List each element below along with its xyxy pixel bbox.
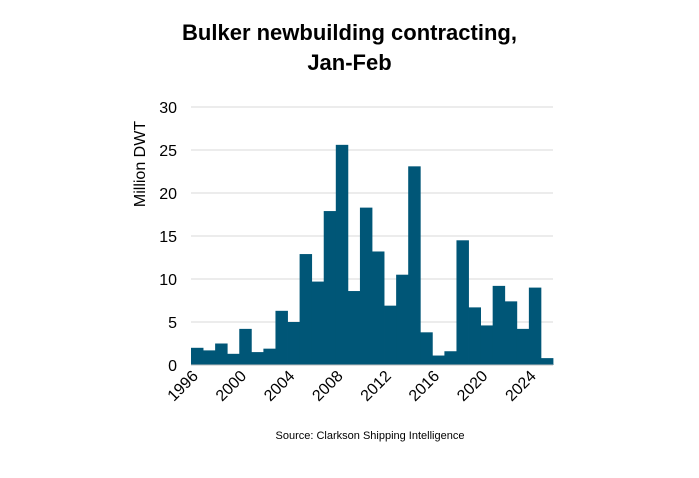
x-tick-labels: 1996 2000 2004 2008 2012 2016 2020 2024 <box>165 368 540 405</box>
bar-2019 <box>468 307 481 365</box>
bar-1996 <box>191 347 204 365</box>
bar-2004 <box>287 322 300 365</box>
bar-2002 <box>263 348 276 365</box>
bar-2010 <box>359 207 373 365</box>
bar-1997 <box>203 350 216 365</box>
bar-2001 <box>251 352 264 365</box>
x-tick-label: 2000 <box>213 368 250 405</box>
bar-1998 <box>215 343 228 365</box>
chart-title: Bulker newbuilding contracting, Jan-Feb <box>0 18 699 78</box>
bar-2009 <box>347 291 361 365</box>
bar-1999 <box>227 353 240 365</box>
bar-2018 <box>456 240 469 365</box>
x-tick-label: 2016 <box>406 368 443 405</box>
y-tick-label: 15 <box>159 229 177 246</box>
x-tick-label: 2020 <box>454 368 491 405</box>
bar-2021 <box>492 285 506 365</box>
x-tick-label: 2008 <box>309 368 346 405</box>
bar-2003 <box>275 310 288 365</box>
bar-2025 <box>540 358 554 365</box>
x-tick-label: 2012 <box>358 368 395 405</box>
bar-2011 <box>372 251 385 365</box>
bar-2016 <box>432 355 445 365</box>
bar-2015 <box>420 332 433 365</box>
bar-2008 <box>335 144 349 365</box>
y-tick-label: 5 <box>168 315 177 332</box>
bar-2023 <box>516 328 530 365</box>
bar-2005 <box>299 254 313 365</box>
y-tick-label: 0 <box>168 358 177 375</box>
y-axis-title: Million DWT <box>132 121 149 207</box>
bar-2000 <box>239 328 252 365</box>
bars <box>191 144 554 365</box>
y-tick-label: 30 <box>159 100 177 117</box>
source-note: Source: Clarkson Shipping Intelligence <box>276 430 465 442</box>
y-tick-label: 20 <box>159 186 177 203</box>
bar-2024 <box>528 287 542 365</box>
bar-2022 <box>504 301 518 365</box>
y-tick-label: 25 <box>159 143 177 160</box>
chart-title-line1: Bulker newbuilding contracting, <box>182 20 517 45</box>
y-tick-label: 10 <box>159 272 177 289</box>
bar-2006 <box>311 281 325 365</box>
bar-2013 <box>396 274 409 365</box>
y-tick-labels: 0 5 10 15 20 25 30 <box>159 100 177 375</box>
bar-2020 <box>480 325 494 365</box>
x-tick-label: 2004 <box>261 368 298 405</box>
bar-2012 <box>384 305 397 365</box>
chart-title-line2: Jan-Feb <box>307 50 392 75</box>
x-tick-label: 2024 <box>503 368 540 405</box>
bar-2007 <box>323 211 337 365</box>
bar-2017 <box>444 351 457 365</box>
bar-2014 <box>408 166 421 365</box>
